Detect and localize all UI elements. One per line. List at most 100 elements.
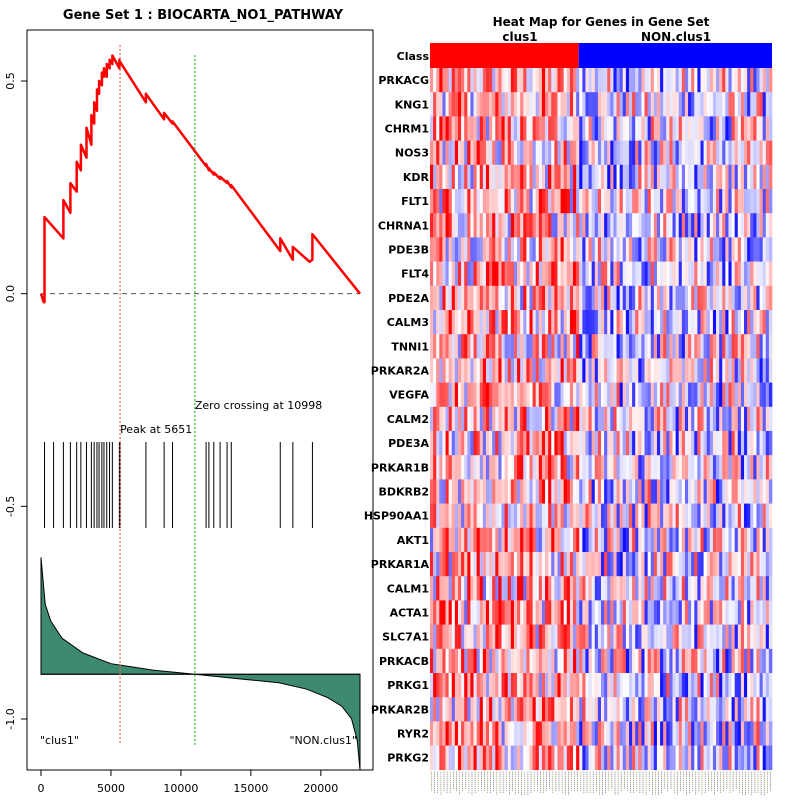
heatmap-cell — [482, 68, 487, 93]
heatmap-cell — [507, 552, 512, 577]
heatmap-cell — [694, 285, 698, 311]
heatmap-cell — [532, 261, 537, 287]
heatmap-cell — [622, 624, 627, 650]
heatmap-cell — [529, 358, 533, 383]
heatmap-cell — [507, 164, 512, 190]
heatmap-cell — [467, 721, 471, 746]
heatmap-cell — [663, 310, 667, 335]
heatmap-cell — [436, 745, 440, 771]
heatmap-cell — [473, 721, 477, 746]
heatmap-cell — [681, 673, 686, 698]
heatmap-cell — [510, 358, 515, 383]
heatmap-cell — [520, 334, 524, 359]
heatmap-cell — [669, 576, 673, 601]
heatmap-cell — [560, 92, 565, 117]
heatmap-cell — [765, 189, 770, 214]
heatmap-cell — [672, 140, 676, 166]
heatmap-cell — [523, 673, 527, 698]
heatmap-cell — [560, 479, 565, 504]
heatmap-cell — [644, 673, 648, 698]
heatmap-cell — [541, 527, 546, 553]
heatmap-cell — [551, 745, 555, 771]
heatmap-cell — [656, 334, 661, 359]
heatmap-cell — [448, 213, 453, 238]
heatmap-cell — [594, 358, 599, 383]
gene-label: FLT1 — [401, 195, 429, 208]
heatmap-cell — [638, 406, 642, 432]
heatmap-cell — [768, 285, 773, 311]
heatmap-cell — [632, 455, 636, 480]
heatmap-cell — [725, 503, 729, 529]
heatmap-cell — [489, 334, 493, 359]
heatmap-cell — [719, 382, 723, 408]
heatmap-cell — [744, 479, 748, 504]
heatmap-cell — [700, 140, 704, 166]
heatmap-cell — [504, 431, 509, 456]
heatmap-cell — [492, 164, 496, 190]
heatmap-cell — [588, 600, 593, 625]
heatmap-cell — [759, 624, 764, 650]
heatmap-cell — [476, 213, 481, 238]
heatmap-cell — [473, 285, 477, 311]
heatmap-cell — [541, 116, 546, 141]
heatmap-cell — [656, 213, 661, 238]
heatmap-cell — [461, 479, 465, 504]
heatmap-cell — [523, 576, 527, 601]
heatmap-cell — [712, 503, 717, 529]
heatmap-cell — [513, 140, 518, 166]
heatmap-cell — [703, 213, 708, 238]
heatmap-cell — [538, 697, 543, 722]
heatmap-cell — [622, 382, 627, 408]
heatmap-cell — [504, 382, 509, 408]
heatmap-cell — [734, 745, 739, 771]
heatmap-cell — [548, 745, 552, 771]
heatmap-cell — [467, 455, 471, 480]
heatmap-cell — [551, 285, 555, 311]
heatmap-cell — [591, 576, 596, 601]
heatmap-cell — [672, 479, 676, 504]
heatmap-cell — [619, 285, 624, 311]
heatmap-cell — [672, 745, 676, 771]
heatmap-cell — [722, 237, 726, 262]
heatmap-cell — [464, 624, 468, 650]
heatmap-cell — [454, 648, 459, 674]
heatmap-cell — [678, 745, 683, 771]
heatmap-cell — [619, 479, 624, 504]
heatmap-cell — [538, 455, 543, 480]
heatmap-cell — [597, 431, 602, 456]
heatmap-cell — [666, 68, 670, 93]
heatmap-cell — [660, 455, 664, 480]
heatmap-cell — [638, 576, 642, 601]
class-bar-clus1 — [430, 43, 579, 68]
heatmap-cell — [703, 406, 708, 432]
heatmap-cell — [691, 406, 695, 432]
heatmap-cell — [632, 261, 636, 287]
heatmap-cell — [691, 455, 695, 480]
heatmap-cell — [464, 189, 468, 214]
heatmap-cell — [756, 92, 760, 117]
heatmap-cell — [610, 552, 614, 577]
heatmap-cell — [666, 261, 670, 287]
heatmap-cell — [473, 648, 477, 674]
heatmap-cell — [768, 382, 773, 408]
heatmap-cell — [545, 140, 549, 166]
heatmap-cell — [454, 673, 459, 698]
heatmap-cell — [619, 213, 624, 238]
heatmap-cell — [433, 479, 437, 504]
heatmap-cell — [613, 189, 617, 214]
heatmap-cell — [523, 455, 527, 480]
heatmap-cell — [526, 576, 530, 601]
heatmap-cell — [716, 527, 720, 553]
ranked-metric-area-path — [40, 557, 361, 771]
heatmap-cell — [489, 140, 493, 166]
heatmap-cell — [566, 624, 571, 650]
heatmap-cell — [663, 164, 667, 190]
heatmap-cell — [632, 673, 636, 698]
heatmap-cell — [482, 189, 487, 214]
heatmap-cell — [507, 503, 512, 529]
heatmap-cell — [762, 455, 767, 480]
heatmap-cell — [731, 189, 736, 214]
heatmap-cell — [585, 310, 589, 335]
heatmap-cell — [616, 116, 621, 141]
heatmap-cell — [451, 479, 456, 504]
